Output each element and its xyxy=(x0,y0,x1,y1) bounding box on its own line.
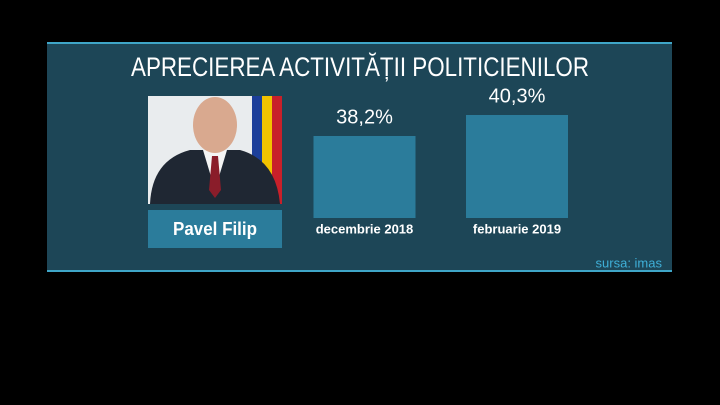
name-box xyxy=(148,210,282,248)
value-label: 38,2% xyxy=(336,106,393,128)
portrait xyxy=(148,96,282,204)
panel-top-border xyxy=(47,42,672,44)
x-tick-label: februarie 2019 xyxy=(473,221,561,236)
panel-bottom-border xyxy=(47,270,672,272)
value-label: 40,3% xyxy=(489,85,546,107)
x-tick-label: decembrie 2018 xyxy=(316,221,414,236)
chart-title: APRECIEREA ACTIVITĂȚII POLITICIENILOR xyxy=(131,52,589,82)
source-note: sursa: imas xyxy=(596,255,663,270)
person-name: Pavel Filip xyxy=(173,219,257,239)
bar xyxy=(466,115,568,218)
bar xyxy=(313,136,416,218)
